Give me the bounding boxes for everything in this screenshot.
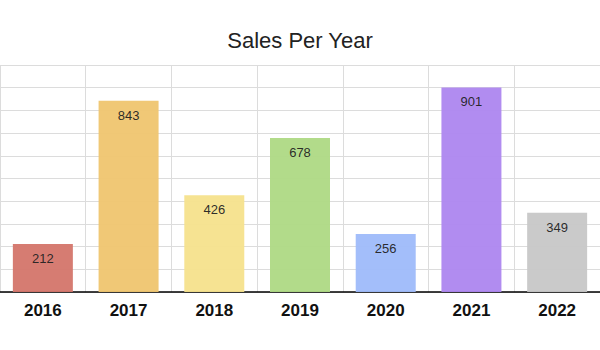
svg-text:2018: 2018 [195,301,233,320]
svg-text:2017: 2017 [110,301,148,320]
svg-text:Sales Per Year: Sales Per Year [227,28,373,53]
svg-text:2021: 2021 [453,301,491,320]
svg-text:2016: 2016 [24,301,62,320]
svg-text:2020: 2020 [367,301,405,320]
svg-text:901: 901 [461,94,483,109]
svg-text:2022: 2022 [538,301,576,320]
svg-text:426: 426 [203,202,225,217]
svg-text:843: 843 [118,108,140,123]
svg-text:2019: 2019 [281,301,319,320]
svg-text:349: 349 [546,220,568,235]
svg-text:256: 256 [375,241,397,256]
svg-text:212: 212 [32,251,54,266]
svg-text:678: 678 [289,145,311,160]
